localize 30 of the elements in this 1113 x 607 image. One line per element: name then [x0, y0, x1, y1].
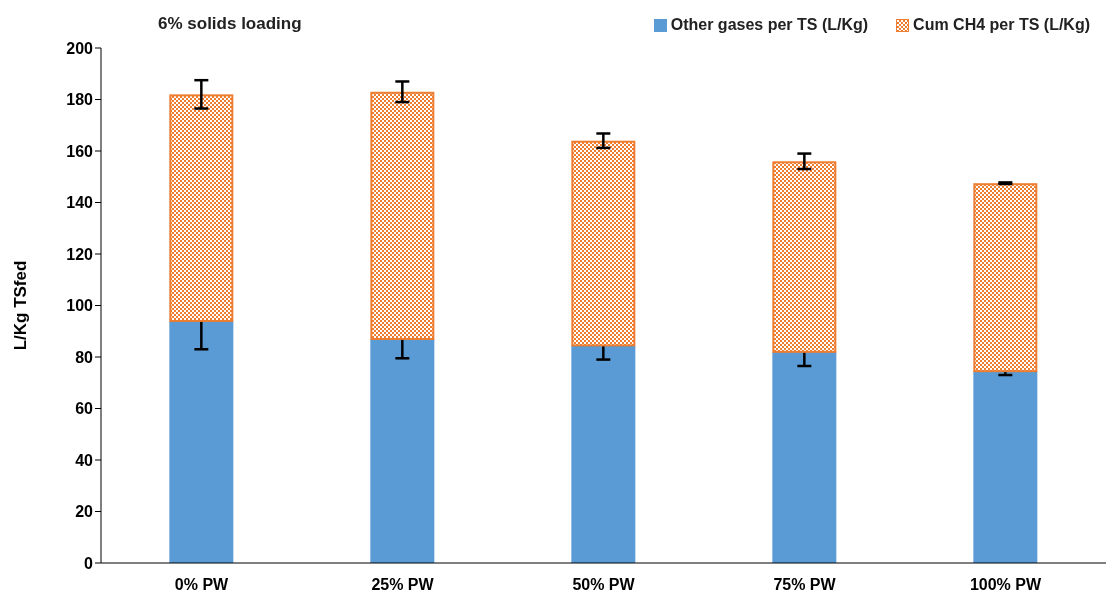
- bar: [973, 183, 1038, 373]
- legend-label: Cum CH4 per TS (L/Kg): [913, 16, 1090, 34]
- bar: [772, 161, 837, 353]
- x-tick-label: 50% PW: [572, 576, 636, 594]
- y-tick-label: 60: [75, 400, 94, 418]
- bar: [370, 91, 435, 340]
- bar: [973, 371, 1038, 563]
- y-tick-label: 0: [84, 554, 94, 572]
- bar: [169, 320, 234, 563]
- y-tick-label: 40: [75, 451, 94, 469]
- y-tick-label: 120: [66, 245, 94, 263]
- x-tick-label: 0% PW: [174, 576, 230, 594]
- bar: [169, 94, 234, 322]
- bar: [772, 351, 837, 563]
- y-tick-label: 200: [66, 39, 94, 57]
- y-tick-label: 20: [75, 503, 94, 521]
- y-tick-label: 180: [66, 91, 94, 109]
- y-tick-label: 100: [66, 297, 94, 315]
- x-tick-label: 25% PW: [371, 576, 435, 594]
- chart-title: 6% solids loading: [158, 14, 302, 34]
- bar: [571, 345, 636, 563]
- y-tick-label: 140: [66, 194, 94, 212]
- legend-label: Other gases per TS (L/Kg): [670, 16, 869, 34]
- bar: [571, 140, 636, 347]
- y-tick-label: 160: [66, 142, 94, 160]
- bar: [370, 338, 435, 563]
- y-tick-label: 80: [75, 348, 94, 366]
- x-tick-label: 75% PW: [773, 576, 837, 594]
- x-tick-label: 100% PW: [969, 576, 1042, 594]
- y-axis-title: L/Kg TSfed: [11, 260, 31, 351]
